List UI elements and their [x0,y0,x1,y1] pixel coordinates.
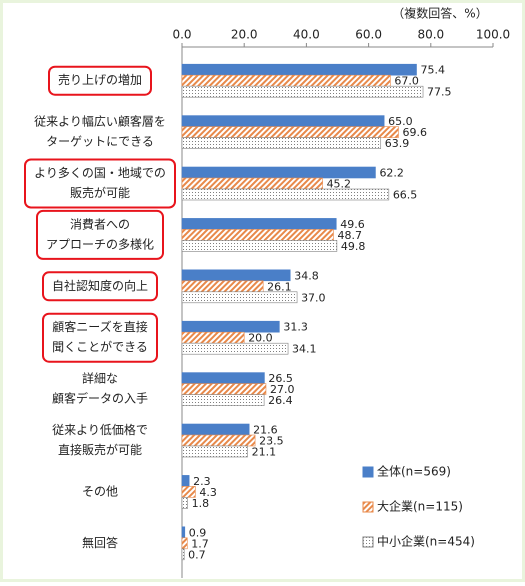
value-label: 4.3 [199,486,217,499]
value-label: 77.5 [427,86,452,99]
y-tick-label: ターゲットにできる [46,135,154,149]
bar [181,218,337,230]
bar [181,320,280,333]
y-tick-label: 直接販売が可能 [58,442,142,457]
legend-label: 中小企業(n=454) [377,534,475,549]
highlight-box [36,209,164,260]
value-label: 21.1 [252,446,277,459]
y-tick-label: より多くの国・地域での [34,166,166,180]
y-tick-label: 顧客ニーズを直接 [52,319,147,334]
bar [181,497,188,509]
value-label: 0.9 [189,526,207,539]
value-label: 67.0 [394,75,419,88]
bar [181,177,323,190]
value-label: 26.1 [267,280,292,293]
bar [181,383,267,395]
value-label: 49.8 [341,240,366,253]
bar [181,423,250,436]
bar [181,342,289,355]
y-tick-label: 従来より低価格で [52,422,148,437]
value-label: 26.4 [268,394,293,407]
value-label: 26.5 [268,372,293,385]
y-tick-label: 無回答 [82,535,118,550]
bar [181,85,424,98]
y-tick-label: 顧客データの入手 [52,391,148,406]
x-tick-label: 60.0 [355,28,382,42]
value-label: 37.0 [301,291,326,304]
value-label: 21.6 [253,424,278,437]
x-tick-label: 40.0 [293,28,320,42]
legend-label: 全体(n=569) [377,464,451,479]
highlight-box [42,271,158,302]
value-label: 23.5 [259,435,284,448]
value-label: 20.0 [248,332,273,345]
value-label: 62.2 [379,167,404,180]
value-label: 34.1 [292,343,317,356]
x-tick-label: 0.0 [172,28,191,42]
x-tick-label: 100.0 [476,28,510,42]
bar [181,537,188,550]
value-label: 45.2 [327,178,352,191]
bar [181,188,390,201]
bar [181,280,264,293]
bar [181,269,291,282]
bar [181,475,190,487]
value-label: 31.3 [283,321,308,334]
bar [181,63,417,76]
value-label: 27.0 [270,383,295,396]
bar [181,166,376,179]
bar [181,394,265,406]
legend-swatch [362,501,374,513]
bar [181,372,265,384]
legend-swatch [362,466,374,478]
value-label: 0.7 [188,548,206,561]
y-tick-label: 自社認知度の向上 [52,278,148,293]
bar [181,526,186,539]
legend-swatch [362,536,374,548]
bar [181,74,391,87]
value-label: 63.9 [385,137,410,150]
bar [181,331,245,344]
value-label: 69.6 [402,126,427,139]
value-label: 1.7 [191,537,209,550]
y-tick-label: アプローチの多様化 [46,237,154,251]
value-label: 66.5 [393,189,418,202]
bar [181,548,185,561]
y-tick-label: 聞くことができる [52,339,148,354]
subtitle: （複数回答、%） [392,6,487,21]
bar [181,240,338,252]
y-tick-label: 従来より幅広い顧客層を [34,114,166,129]
bar [181,115,385,127]
bar [181,291,298,304]
x-tick-label: 80.0 [417,28,444,42]
x-tick-label: 20.0 [231,28,258,42]
value-label: 75.4 [420,64,445,77]
bar [181,126,399,138]
y-tick-label: 詳細な [82,371,118,386]
bar [181,486,196,498]
value-label: 65.0 [388,115,413,128]
bar [181,229,334,241]
y-tick-label: 消費者への [70,216,130,231]
highlight-box [42,312,158,363]
legend-label: 大企業(n=115) [377,499,463,514]
value-label: 34.8 [294,269,319,282]
value-label: 49.6 [340,218,365,231]
bar [181,434,256,447]
value-label: 2.3 [193,475,211,488]
value-label: 48.7 [337,229,362,242]
y-tick-label: 売り上げの増加 [58,72,142,87]
value-label: 1.8 [192,497,210,510]
bar [181,137,382,149]
highlight-box [48,65,152,96]
bar [181,445,248,458]
y-tick-label: その他 [82,484,118,498]
y-tick-label: 販売が可能 [70,185,130,200]
highlight-box [24,158,176,209]
